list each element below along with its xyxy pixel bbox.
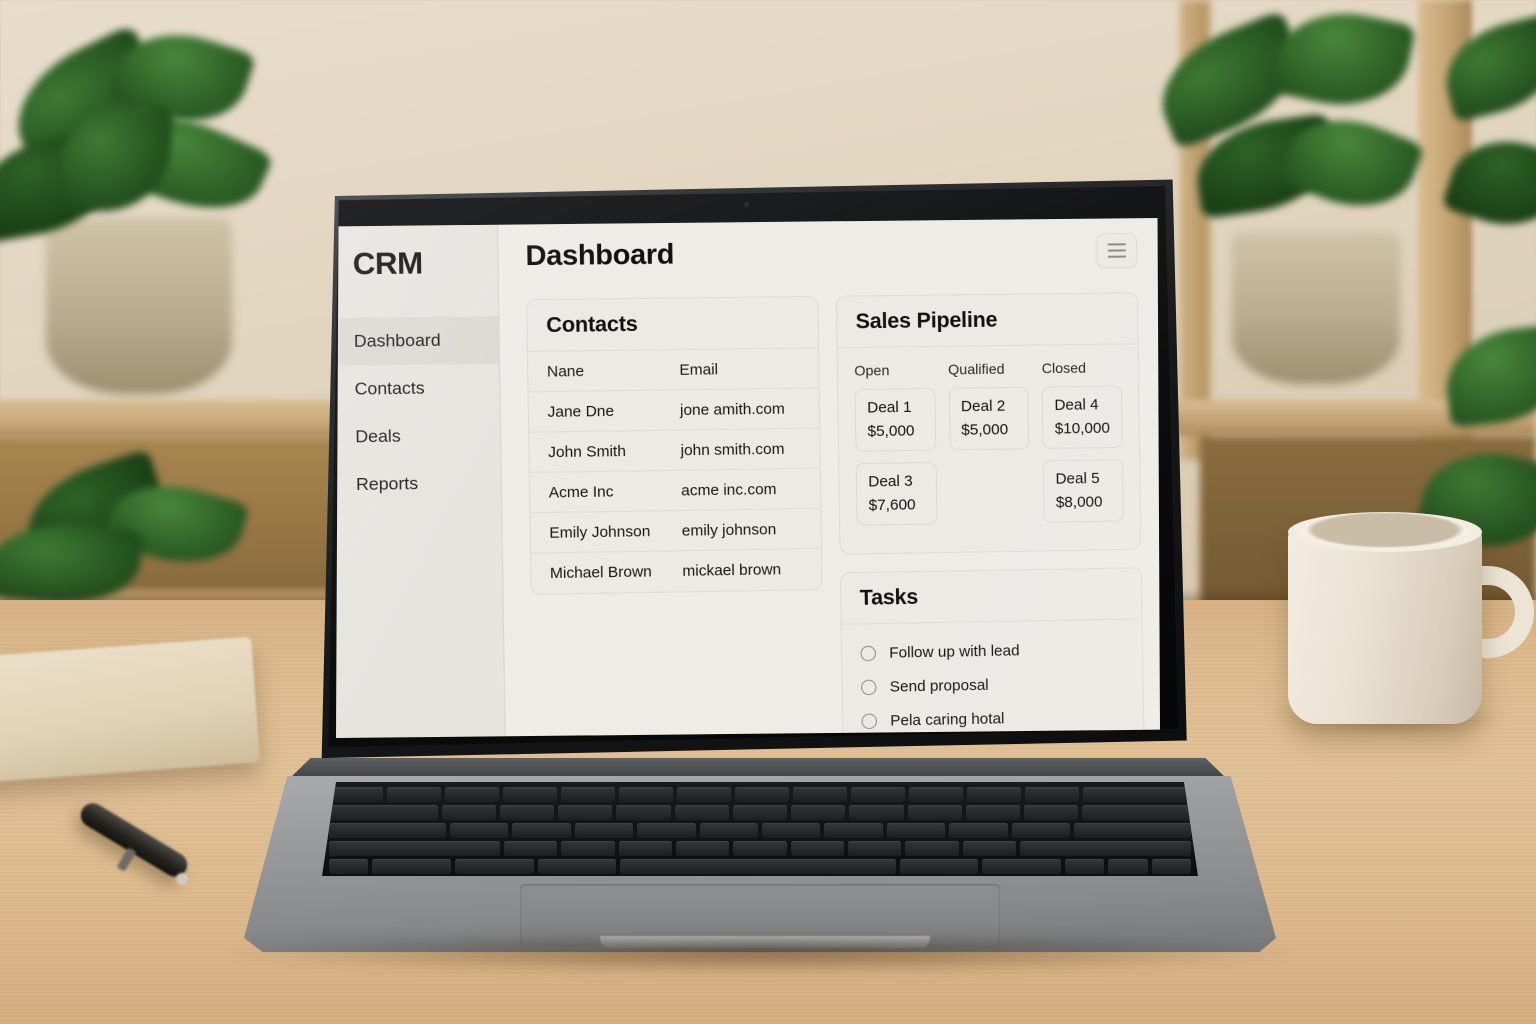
page-title: Dashboard (525, 237, 675, 272)
list-item[interactable]: Follow up with lead (860, 632, 1124, 671)
hamburger-icon[interactable] (1096, 232, 1138, 269)
deal-card[interactable]: Deal 1 $5,000 (854, 387, 937, 452)
task-label: Send proposal (889, 676, 989, 696)
sidebar-item-reports[interactable]: Reports (336, 459, 501, 509)
sidebar-item-dashboard[interactable]: Dashboard (336, 316, 500, 366)
deal-name: Deal 2 (960, 397, 1006, 416)
contact-name: John Smith (548, 442, 626, 461)
trackpad[interactable] (520, 884, 1000, 946)
deal-card[interactable]: Deal 2 $5,000 (948, 386, 1030, 451)
stage-label: Closed (1041, 359, 1087, 377)
app-brand: CRM (352, 246, 424, 282)
pipeline-title: Sales Pipeline (836, 293, 1138, 349)
laptop-shadow (228, 938, 1292, 974)
pipeline-stage-closed: Closed Deal 4 $10,000 Deal 5 $8,000 (1042, 359, 1125, 534)
task-label: Pela caring hotal (890, 709, 1005, 730)
laptop-hinge (288, 758, 1228, 780)
sidebar-item-deals[interactable]: Deals (336, 411, 500, 461)
right-column: Sales Pipeline Open Deal 1 $5,000 (835, 292, 1145, 738)
pipeline-stage-open: Open Deal 1 $5,000 Deal 3 $7,600 (854, 361, 938, 537)
crm-app: CRM Dashboard Contacts Deals Reports Das… (336, 218, 1160, 738)
deal-name: Deal 4 (1054, 396, 1099, 415)
sidebar-item-label: Dashboard (353, 330, 441, 352)
deal-name: Deal 5 (1055, 469, 1100, 488)
contact-name: Jane Dne (547, 402, 615, 421)
deal-card[interactable]: Deal 4 $10,000 (1041, 385, 1123, 450)
sales-pipeline-card: Sales Pipeline Open Deal 1 $5,000 (835, 292, 1142, 555)
plant-pot-right (1232, 232, 1400, 384)
keyboard[interactable] (322, 782, 1198, 876)
dashboard-columns: Contacts Nane Email Jane Dne jone amith.… (526, 292, 1145, 738)
top-bar: Dashboard (525, 232, 1138, 274)
deal-name: Deal 3 (868, 472, 913, 491)
column-header-email: Email (679, 360, 719, 379)
stage-label: Qualified (948, 360, 1005, 378)
sidebar-nav: Dashboard Contacts Deals Reports (336, 316, 501, 509)
contacts-title: Contacts (527, 296, 819, 352)
contacts-card: Contacts Nane Email Jane Dne jone amith.… (526, 295, 823, 595)
checkbox-icon[interactable] (860, 645, 877, 662)
stage-label: Open (854, 361, 890, 379)
mug-rim (1288, 512, 1482, 552)
tasks-list: Follow up with lead Send proposal Pela c… (842, 619, 1144, 738)
contact-email: john smith.com (680, 439, 785, 459)
sidebar-item-contacts[interactable]: Contacts (336, 364, 500, 414)
table-row[interactable]: Michael Brown mickael brown (531, 549, 822, 594)
deal-amount: $7,600 (868, 496, 916, 515)
column-header-name: Nane (546, 362, 585, 381)
list-item[interactable]: Send proposal (860, 666, 1125, 705)
deal-amount: $10,000 (1054, 419, 1111, 438)
table-row[interactable]: Acme Inc acme inc.com (529, 468, 821, 514)
contact-email: emily johnson (681, 520, 777, 540)
plant-pot-left (46, 218, 232, 394)
table-row[interactable]: Emily Johnson emily johnson (530, 508, 822, 554)
table-row[interactable]: John Smith john smith.com (529, 428, 820, 473)
task-label: Follow up with lead (889, 642, 1020, 662)
table-row[interactable]: Jane Dne jone amith.com (528, 388, 820, 433)
deal-amount: $5,000 (961, 420, 1009, 439)
contact-email: jone amith.com (679, 399, 785, 419)
tasks-card: Tasks Follow up with lead Send proposal (839, 567, 1145, 738)
sidebar-item-label: Contacts (354, 378, 425, 399)
checkbox-icon[interactable] (860, 679, 877, 696)
hamburger-line (1107, 255, 1127, 258)
main-content: Dashboard Contacts Nane Email (498, 218, 1160, 738)
deal-name: Deal 1 (867, 398, 912, 417)
pen-tip (176, 873, 188, 885)
contact-name: Emily Johnson (549, 522, 651, 542)
contact-email: mickael brown (682, 560, 782, 581)
deal-card[interactable]: Deal 3 $7,600 (855, 461, 938, 526)
sidebar-item-label: Reports (355, 473, 419, 495)
contact-name: Acme Inc (548, 482, 614, 502)
laptop-screen: CRM Dashboard Contacts Deals Reports Das… (336, 218, 1160, 738)
deal-amount: $5,000 (867, 422, 915, 441)
hamburger-line (1107, 249, 1127, 252)
sidebar: CRM Dashboard Contacts Deals Reports (336, 218, 506, 738)
deal-card[interactable]: Deal 5 $8,000 (1043, 459, 1124, 523)
pipeline-body: Open Deal 1 $5,000 Deal 3 $7,600 (838, 344, 1141, 553)
checkbox-icon[interactable] (861, 713, 878, 730)
contact-name: Michael Brown (549, 563, 652, 583)
left-column: Contacts Nane Email Jane Dne jone amith.… (526, 295, 825, 738)
contact-email: acme inc.com (681, 480, 777, 500)
pipeline-stage-qualified: Qualified Deal 2 $5,000 (948, 360, 1031, 535)
pipeline-stages: Open Deal 1 $5,000 Deal 3 $7,600 (854, 359, 1124, 537)
webcam-icon (742, 200, 751, 209)
coffee-mug (1288, 524, 1482, 724)
tasks-title: Tasks (840, 568, 1142, 625)
hamburger-line (1107, 243, 1126, 246)
deal-amount: $8,000 (1055, 493, 1103, 512)
sidebar-item-label: Deals (355, 426, 401, 447)
contacts-table-header: Nane Email (527, 348, 819, 393)
